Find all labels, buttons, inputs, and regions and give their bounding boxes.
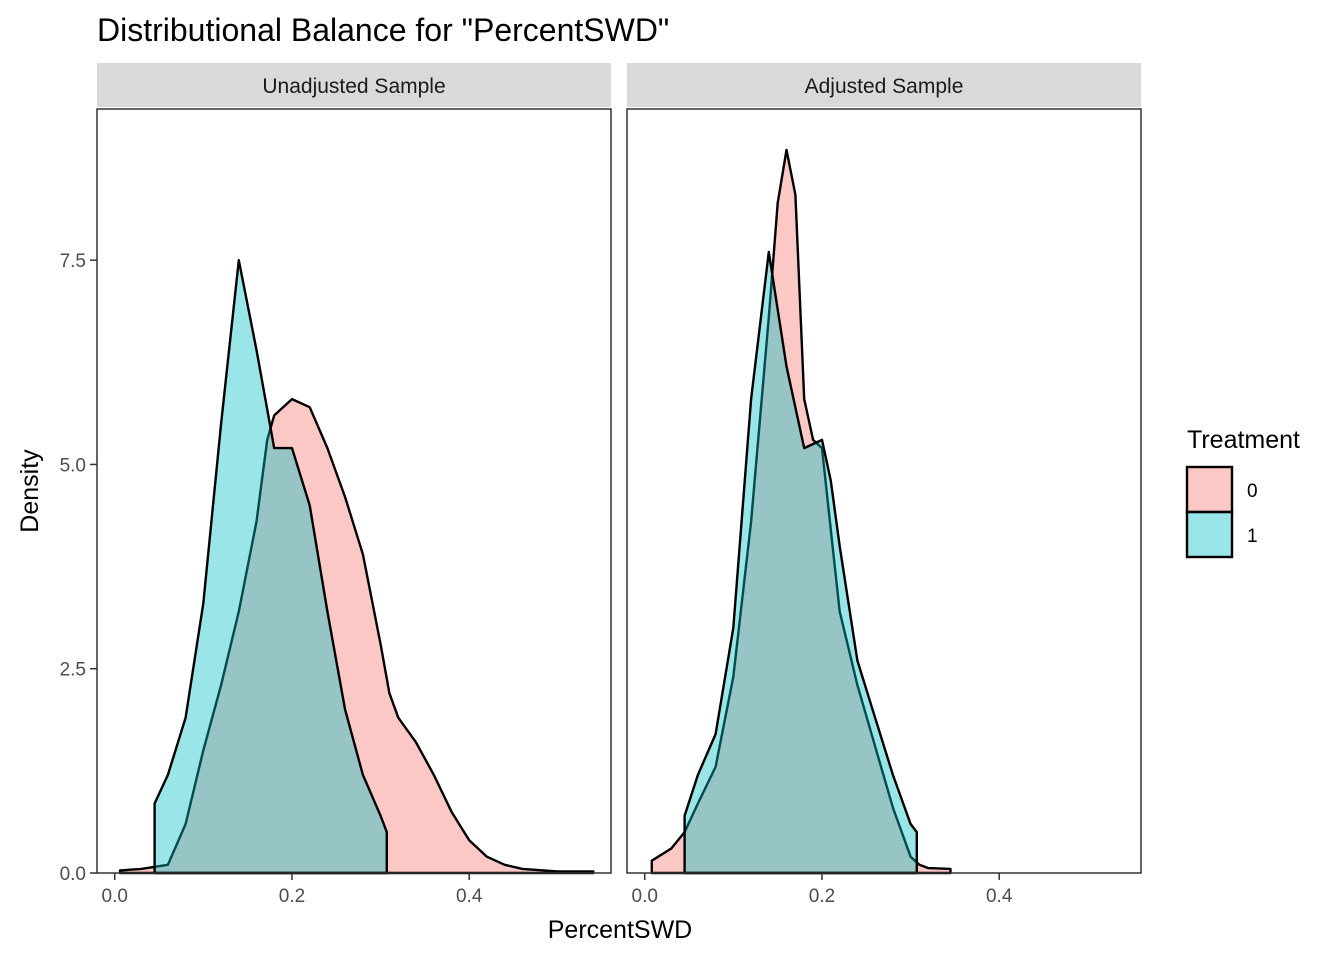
strip-background [97, 63, 611, 107]
panel-border [626, 108, 1142, 874]
panel-1: Unadjusted Sample 0.0 0.2 0.4 0.0 2.5 5.0 7.5 [60, 63, 612, 907]
y-tick-label: 7.5 [60, 251, 86, 272]
panels: Unadjusted Sample 0.0 0.2 0.4 0.0 2.5 5.0 7.5 Ad… [60, 63, 1142, 907]
x-tick-label: 0.2 [279, 886, 305, 907]
x-tick-label: 0.2 [809, 886, 835, 907]
legend: Treatment 01 [1185, 426, 1300, 559]
legend-keys: 01 [1185, 465, 1258, 559]
density-area-treatment-1 [683, 250, 918, 875]
x-tick-label: 0.4 [456, 886, 483, 907]
legend-key-0 [1185, 465, 1234, 514]
chart-title: Distributional Balance for "PercentSWD" [97, 12, 669, 48]
density-area-treatment-1 [153, 259, 388, 875]
legend-title: Treatment [1187, 426, 1300, 454]
x-tick-label: 0.4 [986, 886, 1013, 907]
y-tick-label: 5.0 [60, 455, 86, 476]
y-axis-title: Density [16, 449, 44, 533]
x-tick-label: 0.0 [632, 886, 658, 907]
y-tick-label: 0.0 [60, 864, 86, 885]
legend-label-0: 0 [1247, 481, 1258, 502]
density-area-treatment-0 [118, 397, 595, 875]
legend-label-1: 1 [1247, 526, 1258, 547]
panel-border [96, 108, 612, 874]
strip-label: Unadjusted Sample [262, 75, 445, 98]
strip-label: Adjusted Sample [805, 75, 964, 98]
x-axis-title: PercentSWD [548, 916, 692, 944]
strip-background [627, 63, 1141, 107]
x-tick-label: 0.0 [102, 886, 128, 907]
y-tick-label: 2.5 [60, 660, 86, 681]
panel-2: Adjusted Sample 0.0 0.2 0.4 [626, 63, 1142, 907]
legend-key-1 [1185, 510, 1234, 559]
